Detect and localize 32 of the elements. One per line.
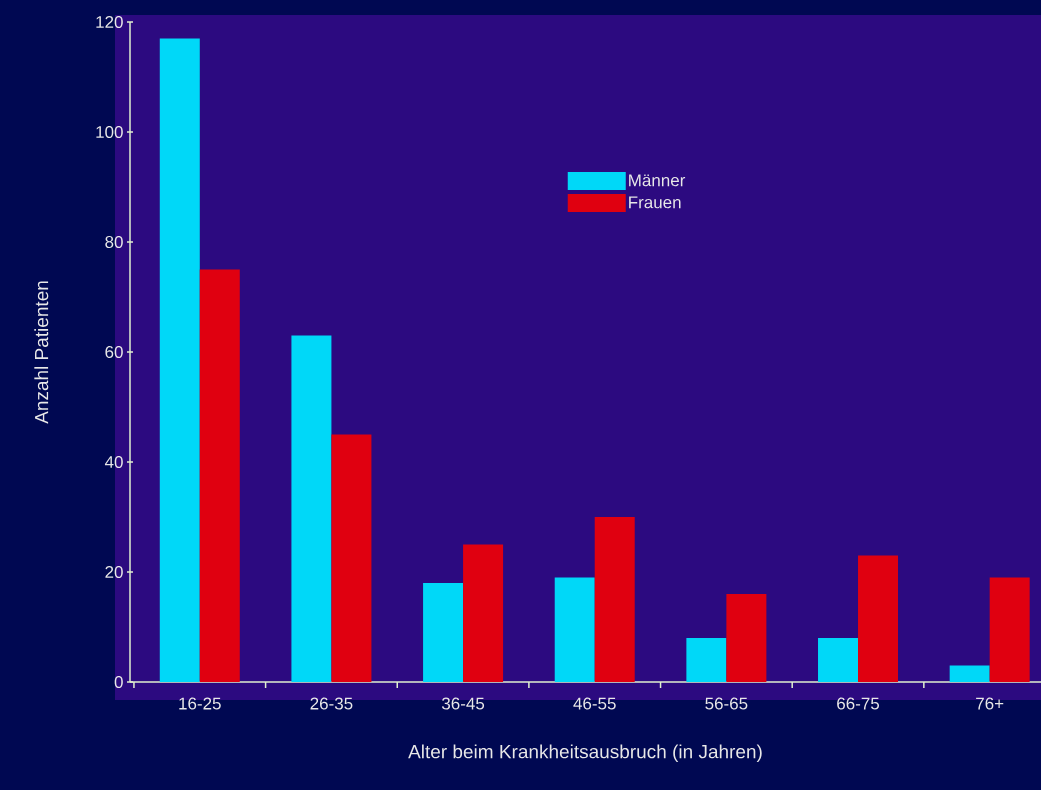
bar [554, 577, 595, 682]
x-axis-title: Alter beim Krankheitsausbruch (in Jahren) [408, 744, 762, 763]
x-tick-label: 46-55 [573, 697, 616, 710]
x-tick-label: 56-65 [705, 697, 748, 710]
y-tick-label: 20 [105, 565, 123, 579]
bar [159, 38, 200, 682]
bar [818, 638, 859, 682]
legend-label: Frauen [629, 196, 681, 209]
y-tick-label: 120 [96, 15, 123, 29]
y-tick-label: 80 [105, 235, 123, 249]
y-tick-label: 40 [104, 455, 123, 469]
bar [463, 544, 504, 682]
y-tick-label: 60 [105, 345, 123, 359]
bar [331, 434, 372, 682]
x-tick-label: 16-25 [179, 697, 221, 710]
y-tick-label: 0 [114, 675, 123, 689]
y-axis-title: Anzahl Patienten [34, 281, 49, 424]
x-tick-label: 26-35 [310, 697, 353, 710]
bar [726, 594, 767, 682]
bar [686, 638, 727, 682]
bar [858, 555, 899, 682]
bar [291, 335, 332, 682]
bar [949, 665, 990, 682]
bar [989, 577, 1030, 682]
y-tick-label: 100 [96, 125, 123, 139]
legend-label: Männer [629, 174, 686, 187]
bar [594, 517, 635, 682]
x-tick-label: 36-45 [441, 697, 485, 710]
x-tick-label: 66-75 [837, 697, 880, 710]
bar [423, 583, 464, 682]
x-tick-label: 76+ [976, 697, 1004, 710]
bar [199, 269, 240, 682]
